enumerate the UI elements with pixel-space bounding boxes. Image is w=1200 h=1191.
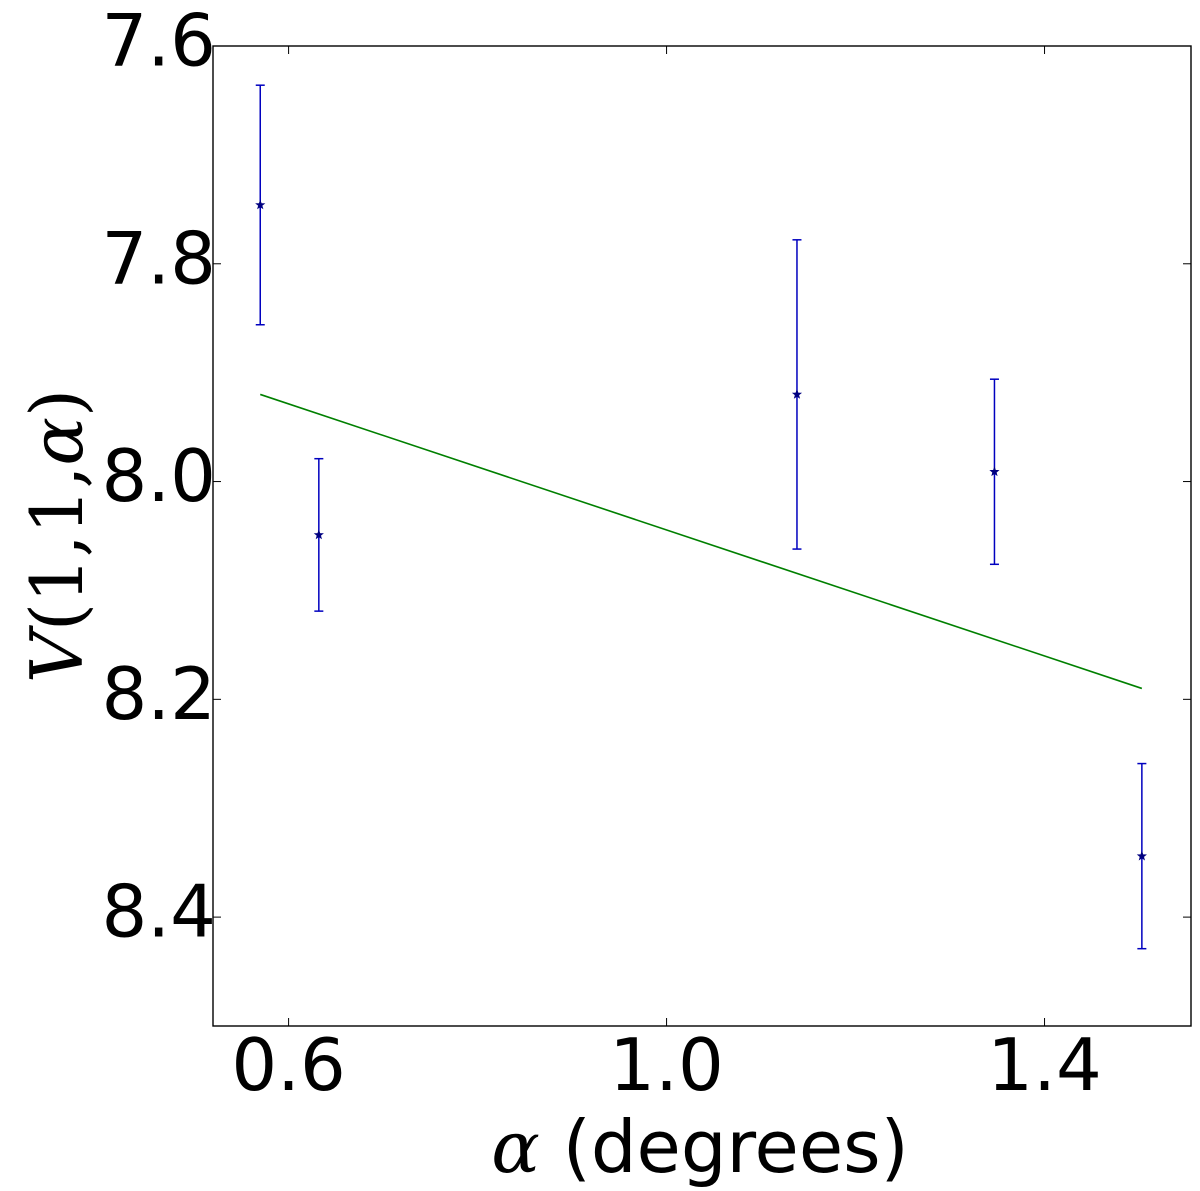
- x-axis-label-text: (degrees): [540, 1105, 909, 1189]
- data-point-star: [255, 199, 266, 210]
- data-point-star: [989, 466, 1000, 477]
- plot-background: [213, 46, 1191, 1026]
- y-axis-label-symbol: V: [15, 624, 99, 683]
- y-tick-label: 8.0: [101, 434, 216, 518]
- axes-layer: 0.6 1.0 1.4 7.6 7.8 8.0 8.2 8.4: [101, 0, 1192, 1107]
- axes-frame: [212, 45, 1192, 1027]
- data-point-star: [1136, 850, 1147, 861]
- y-tick-label: 7.6: [101, 0, 216, 83]
- y-axis-label-close: ): [15, 389, 99, 417]
- x-axis-label: α (degrees): [491, 1105, 909, 1189]
- y-axis-label-symbol2: α: [15, 417, 99, 466]
- x-axis-label-symbol: α: [491, 1105, 540, 1189]
- data-point-star: [791, 389, 803, 399]
- y-tick-label: 8.2: [101, 652, 216, 736]
- y-axis-label: V(1,1,α): [15, 389, 99, 683]
- data-point-star: [313, 529, 324, 540]
- x-tick-label: 1.4: [987, 1023, 1102, 1107]
- x-tick-label: 1.0: [609, 1023, 724, 1107]
- fit-line: [259, 393, 1143, 690]
- labels-layer: α (degrees) V(1,1,α): [15, 389, 909, 1189]
- series-layer: [255, 84, 1147, 950]
- y-tick-label: 7.8: [101, 216, 216, 300]
- x-tick-label: 0.6: [231, 1023, 346, 1107]
- y-axis-label-text: (1,1,: [15, 466, 99, 631]
- plot-area: [213, 46, 1191, 1026]
- y-tick-label: 8.4: [101, 870, 216, 954]
